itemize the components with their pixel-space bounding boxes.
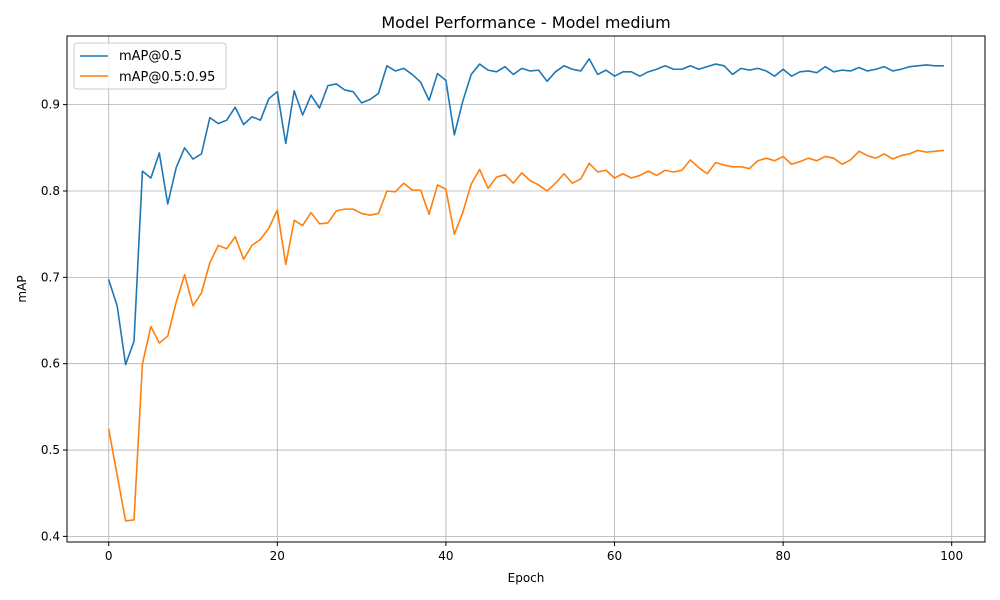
x-axis-label: Epoch (508, 571, 545, 585)
y-axis-label: mAP (15, 275, 29, 302)
plot-frame (66, 35, 986, 543)
y-tick-label: 0.6 (41, 357, 60, 371)
x-tick-label: 60 (607, 549, 622, 563)
legend-box (73, 42, 227, 90)
legend-label-map50: mAP@0.5 (119, 49, 182, 64)
x-tick-label: 80 (775, 549, 790, 563)
x-axis-ticks: 0 20 40 60 80 100 (105, 542, 963, 563)
series-line-1 (107, 149, 945, 522)
x-tick-label: 20 (270, 549, 285, 563)
legend-label-map50-95: mAP@0.5:0.95 (119, 70, 215, 85)
x-tick-label: 40 (438, 549, 453, 563)
y-tick-label: 0.4 (41, 529, 60, 543)
grid-lines (67, 36, 985, 542)
y-tick-label: 0.9 (41, 98, 60, 112)
series-line-0 (107, 58, 945, 366)
chart-title: Model Performance - Model medium (381, 13, 670, 32)
y-tick-label: 0.5 (41, 443, 60, 457)
x-tick-label: 100 (940, 549, 963, 563)
y-axis-ticks: 0.4 0.5 0.6 0.7 0.8 0.9 (41, 98, 67, 543)
y-tick-label: 0.7 (41, 270, 60, 284)
y-tick-label: 0.8 (41, 184, 60, 198)
x-tick-label: 0 (105, 549, 113, 563)
legend: mAP@0.5 mAP@0.5:0.95 (73, 42, 227, 90)
series-lines (107, 58, 945, 522)
